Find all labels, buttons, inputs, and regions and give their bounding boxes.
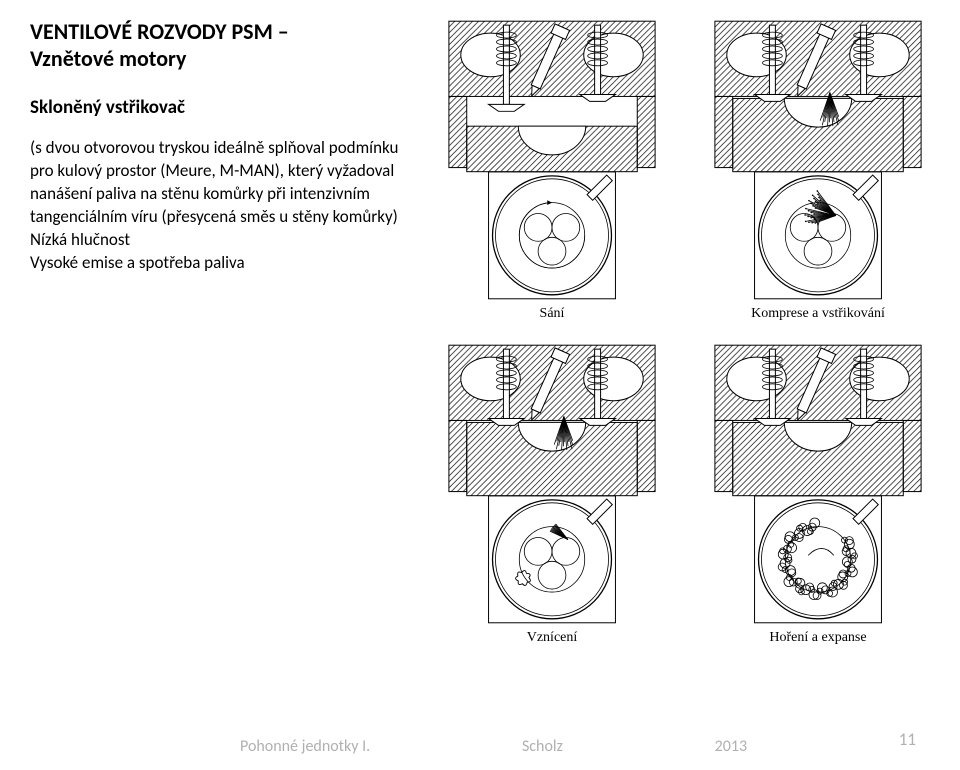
footer-page-number: 11	[899, 729, 916, 750]
body-paragraph: (s dvou otvorovou tryskou ideálně splňov…	[30, 137, 410, 275]
footer-mid: Scholz	[522, 737, 563, 758]
diagram-horeni	[702, 338, 934, 628]
diagram-sani	[436, 14, 668, 304]
figure-caption: Vznícení	[527, 630, 578, 646]
figure-sani: Sání	[430, 14, 674, 322]
figure-horeni: Hoření a expanse	[696, 338, 940, 646]
figure-grid: Sání Komprese a vstřikování	[430, 14, 940, 646]
page-footer: Pohonné jednotky I. Scholz 2013 11	[0, 737, 960, 758]
diagram-komprese	[702, 14, 934, 304]
figure-caption: Hoření a expanse	[769, 630, 866, 646]
figure-caption: Komprese a vstřikování	[751, 306, 885, 322]
figure-caption: Sání	[540, 306, 565, 322]
footer-right: 2013	[715, 737, 747, 758]
figure-komprese: Komprese a vstřikování	[696, 14, 940, 322]
figure-vzniceni: Vznícení	[430, 338, 674, 646]
footer-left: Pohonné jednotky I.	[240, 737, 370, 758]
diagram-vzniceni	[436, 338, 668, 628]
